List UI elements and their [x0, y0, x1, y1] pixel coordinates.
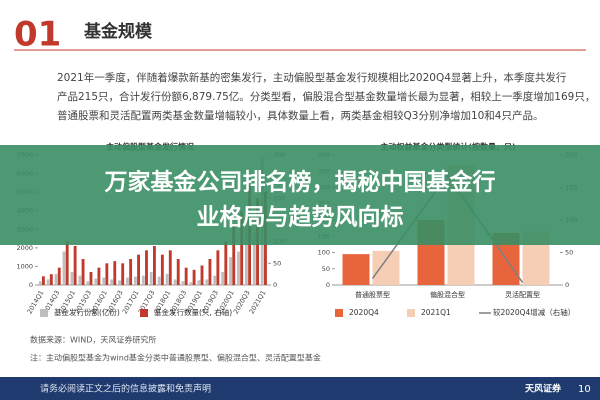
bar	[149, 272, 153, 285]
paragraph-line: 2021年一季度，伴随着爆款新基的密集发行，主动偏股型基金发行规模相比2020Q…	[57, 71, 567, 84]
bar	[137, 254, 140, 285]
bar	[110, 279, 114, 285]
bar	[129, 259, 133, 285]
bar	[160, 254, 164, 285]
disclaimer: 请务必阅读正文之后的信息披露和免责声明	[40, 383, 211, 395]
bar	[197, 280, 201, 285]
logo: 天风证券	[525, 383, 562, 395]
page-number: 10	[578, 384, 591, 395]
bar	[165, 273, 169, 285]
source-note: 数据来源：WIND，天风证券研究所	[30, 335, 156, 345]
legend-label: 较2020Q4增减（右轴）	[493, 307, 575, 317]
bar	[216, 250, 220, 285]
bar	[252, 233, 256, 285]
legend-label: 2020Q4	[349, 308, 379, 317]
bar	[38, 281, 42, 285]
bar	[168, 250, 172, 285]
bar	[78, 275, 82, 285]
bar	[213, 275, 217, 285]
bar	[153, 246, 156, 285]
bar	[173, 279, 177, 285]
bar	[245, 220, 248, 285]
legend-label: 2021Q1	[421, 308, 451, 317]
bar	[121, 263, 125, 285]
bar	[232, 224, 236, 285]
bar	[141, 275, 145, 285]
bar	[224, 241, 228, 285]
bar	[81, 259, 85, 285]
y-tick-label: 50	[322, 265, 330, 273]
bar	[57, 267, 61, 285]
overlay-title: 万家基金公司排名榜，揭秘中国基金行	[105, 169, 496, 196]
bar	[133, 276, 137, 285]
bar	[229, 257, 232, 285]
bar	[208, 259, 212, 285]
bar	[105, 263, 109, 285]
bar	[70, 272, 74, 285]
legend-swatch	[40, 309, 48, 317]
legend-label: 基金发行份额(亿份)	[54, 307, 120, 317]
bar	[118, 280, 121, 285]
bar	[145, 250, 148, 285]
bar	[176, 259, 180, 285]
bar	[86, 281, 90, 285]
bar	[240, 211, 244, 285]
bar	[189, 282, 193, 285]
x-tick-label: 偏股混合型	[430, 290, 465, 299]
section-number: 01	[14, 15, 61, 55]
overlay-title: 业格局与趋势风向标	[197, 204, 404, 231]
bar	[102, 277, 106, 285]
bar	[126, 277, 129, 285]
bar	[41, 276, 45, 285]
bar	[372, 250, 400, 285]
x-tick-label: 灵活配置型	[505, 290, 540, 299]
bar	[184, 267, 188, 285]
bar	[62, 251, 66, 285]
y-tick-label: 100	[318, 249, 330, 257]
footer-bar	[0, 377, 600, 400]
y-tick-label: 0	[326, 281, 330, 289]
bar	[113, 261, 117, 285]
x-tick-label: 普通股票型	[355, 290, 390, 299]
bar	[97, 267, 101, 285]
y2-tick-label: 0	[273, 281, 277, 289]
section-title: 基金规模	[83, 21, 153, 42]
legend-label: 基金发行数量(只, 右轴)	[154, 307, 232, 317]
y-tick-label: 0	[29, 281, 33, 289]
legend-swatch	[335, 309, 343, 317]
y2-tick-label: 50	[273, 259, 281, 267]
y-tick-label: 2000	[16, 244, 33, 252]
y2-tick-label: 50	[565, 249, 573, 257]
bar	[181, 281, 185, 285]
bar	[54, 273, 58, 285]
y-tick-label: 1000	[16, 262, 33, 270]
paragraph-line: 普通股票和灵活配置两类基金数量增幅较小，具体数量上看，两类基金相较Q3分别净增加…	[57, 109, 543, 122]
bar	[205, 279, 209, 285]
bar	[94, 278, 98, 285]
overlay-band	[0, 145, 600, 245]
bar	[192, 269, 196, 285]
bar	[157, 276, 161, 285]
paragraph-line: 产品215只，合计发行份额6,879.75亿。分类型看，偏股混合型基金数量增长最…	[57, 90, 595, 103]
bar	[89, 272, 93, 285]
bar	[221, 272, 225, 285]
legend-swatch	[140, 309, 148, 317]
footnote: 注：主动偏股型基金为wind基金分类中普通股票型、偏股混合型、灵活配置型基金	[30, 353, 321, 363]
bar	[65, 241, 69, 285]
legend-swatch	[407, 309, 415, 317]
bar	[49, 274, 53, 285]
bar	[46, 279, 50, 285]
bar	[200, 265, 204, 285]
y2-tick-label: 0	[565, 281, 569, 289]
bar	[342, 254, 370, 285]
bar	[237, 251, 240, 285]
bar	[73, 246, 77, 285]
